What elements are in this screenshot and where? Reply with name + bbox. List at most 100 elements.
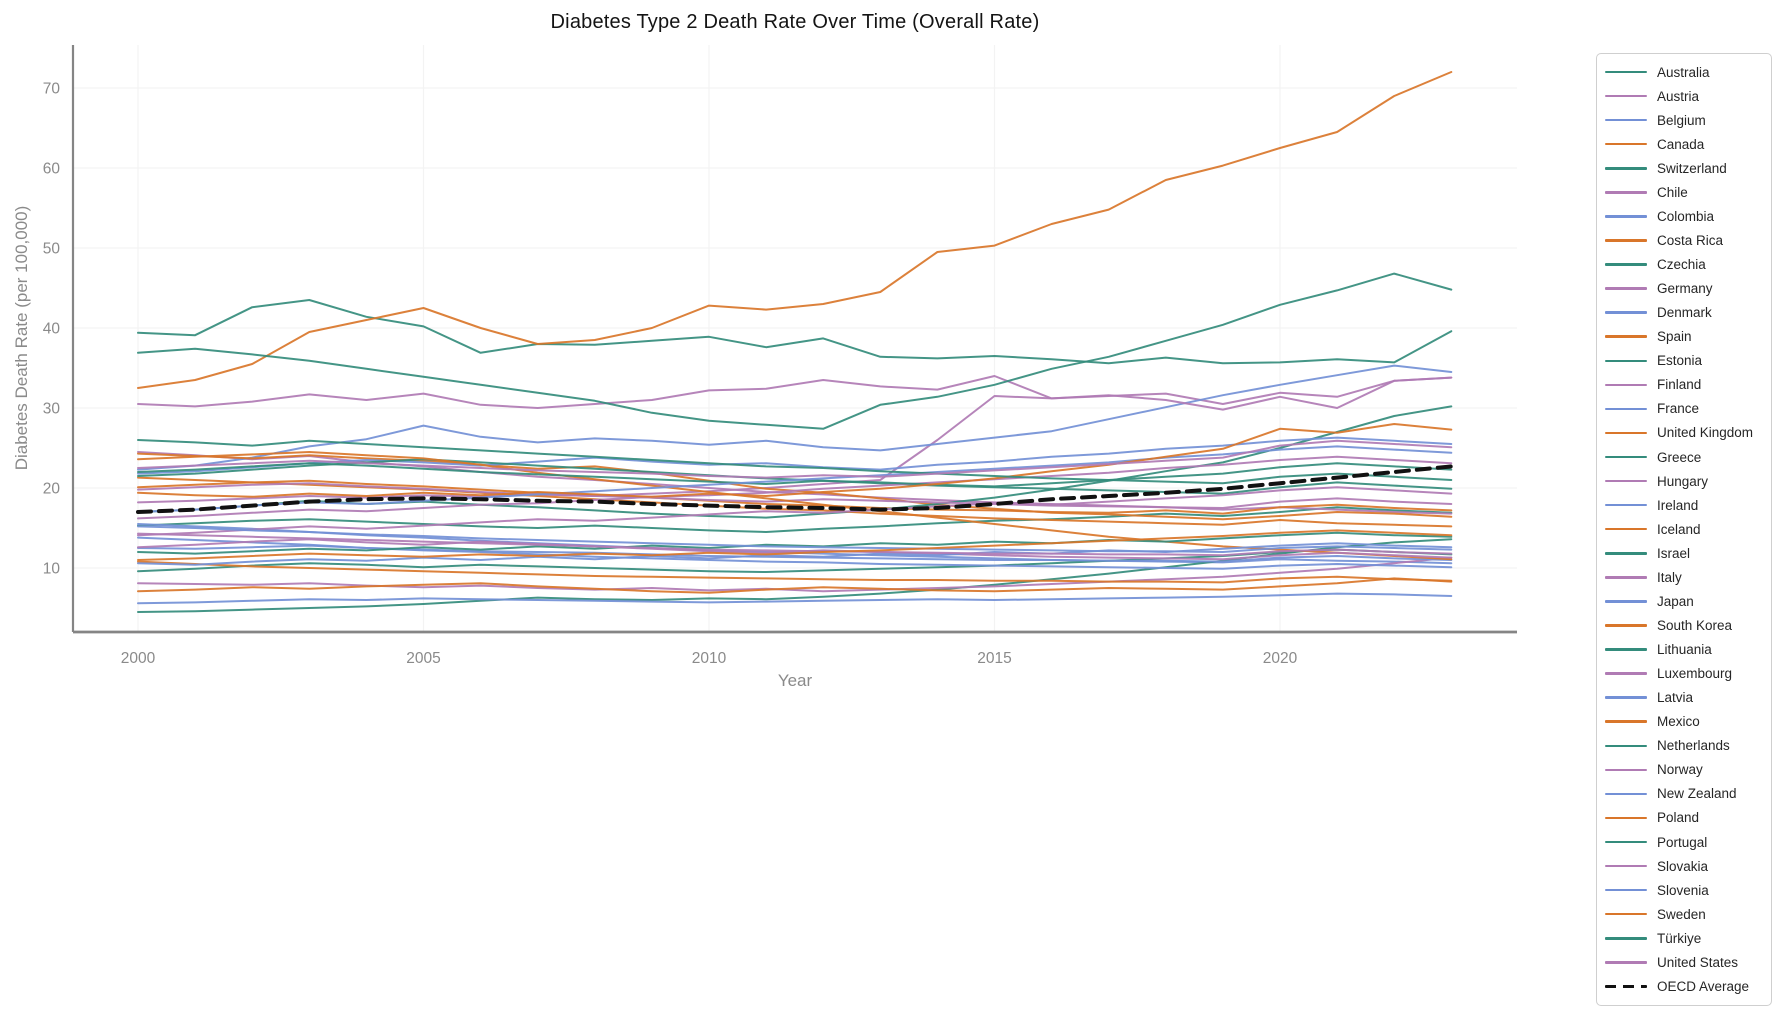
- y-tick-label: 30: [43, 401, 61, 418]
- legend-label: Belgium: [1657, 112, 1706, 128]
- legend-label: OECD Average: [1657, 978, 1750, 994]
- legend-label: Slovakia: [1657, 858, 1709, 874]
- legend-item-czechia: Czechia: [1605, 253, 1771, 277]
- chart-title: Diabetes Type 2 Death Rate Over Time (Ov…: [550, 11, 1040, 33]
- legend-swatch-icon: [1605, 624, 1647, 627]
- series-line-united-kingdom: [137, 560, 1453, 584]
- legend-item-france: France: [1605, 397, 1771, 421]
- legend-item-türkiye: Türkiye: [1605, 926, 1771, 950]
- legend-item-south-korea: South Korea: [1605, 613, 1771, 637]
- series-line-sweden: [137, 529, 1453, 561]
- legend-label: Estonia: [1657, 353, 1703, 369]
- legend-label: Lithuania: [1657, 642, 1712, 658]
- legend-swatch-icon: [1605, 287, 1647, 290]
- series-line-colombia: [137, 364, 1453, 471]
- series-line-lithuania: [137, 531, 1453, 555]
- x-tick-label: 2005: [406, 650, 440, 667]
- legend-swatch-icon: [1605, 720, 1647, 723]
- legend-item-belgium: Belgium: [1605, 108, 1771, 132]
- x-axis-label: Year: [777, 671, 813, 690]
- legend-label: Austria: [1657, 88, 1700, 104]
- legend-swatch-icon: [1605, 94, 1647, 98]
- legend-label: France: [1657, 401, 1700, 417]
- legend-swatch-icon: [1605, 311, 1647, 314]
- legend-item-slovakia: Slovakia: [1605, 854, 1771, 878]
- series-line-australia: [137, 506, 1453, 533]
- series-line-israel: [137, 299, 1453, 365]
- legend-swatch-icon: [1605, 552, 1647, 555]
- legend-item-oecd-average: OECD Average: [1605, 974, 1771, 998]
- legend-label: Türkiye: [1657, 930, 1702, 946]
- legend-swatch-icon: [1605, 118, 1647, 122]
- legend-item-netherlands: Netherlands: [1605, 734, 1771, 758]
- legend-label: Portugal: [1657, 834, 1708, 850]
- series-line-new-zealand: [137, 445, 1453, 513]
- legend-label: South Korea: [1657, 617, 1733, 633]
- legend-swatch-icon: [1605, 744, 1647, 748]
- legend-label: Iceland: [1657, 521, 1701, 537]
- legend-label: United Kingdom: [1657, 425, 1754, 441]
- legend-item-italy: Italy: [1605, 565, 1771, 589]
- series-line-italy: [137, 482, 1453, 509]
- legend-label: United States: [1657, 954, 1739, 970]
- legend-label: Israel: [1657, 545, 1691, 561]
- legend-label: Mexico: [1657, 714, 1700, 730]
- legend: Australia Austria Belgium Canada Switzerland…: [1596, 53, 1772, 1006]
- y-tick-label: 60: [43, 161, 61, 178]
- series-line-canada: [137, 479, 1453, 515]
- series-line-germany: [137, 375, 1453, 411]
- legend-label: Hungary: [1657, 473, 1709, 489]
- legend-label: Norway: [1657, 762, 1703, 778]
- legend-label: Greece: [1657, 449, 1702, 465]
- legend-item-finland: Finland: [1605, 373, 1771, 397]
- legend-swatch-icon: [1605, 263, 1647, 266]
- series-line-iceland: [137, 577, 1453, 594]
- legend-swatch-icon: [1605, 792, 1647, 796]
- series-line-united-states: [137, 439, 1453, 479]
- legend-item-australia: Australia: [1605, 60, 1771, 84]
- legend-swatch-icon: [1605, 961, 1647, 964]
- series-line-south-korea: [137, 451, 1453, 561]
- y-tick-label: 40: [43, 321, 61, 338]
- series-line-japan: [137, 592, 1453, 605]
- legend-swatch-icon: [1605, 768, 1647, 772]
- legend-item-new-zealand: New Zealand: [1605, 782, 1771, 806]
- y-tick-label: 50: [43, 241, 61, 258]
- x-tick-label: 2020: [1263, 650, 1298, 667]
- legend-swatch-icon: [1605, 672, 1647, 675]
- legend-swatch-icon: [1605, 335, 1647, 338]
- series-line-estonia: [137, 538, 1453, 613]
- legend-swatch-icon: [1605, 383, 1647, 387]
- legend-swatch-icon: [1605, 503, 1647, 507]
- legend-label: Finland: [1657, 377, 1702, 393]
- legend-label: Switzerland: [1657, 160, 1727, 176]
- legend-swatch-icon: [1605, 937, 1647, 940]
- series-line-türkiye: [137, 272, 1453, 430]
- series-line-hungary: [137, 455, 1453, 520]
- legend-swatch-icon: [1605, 455, 1647, 459]
- legend-swatch-icon: [1605, 816, 1647, 820]
- legend-swatch-icon: [1605, 984, 1647, 989]
- series-line-portugal: [137, 439, 1453, 485]
- series-line-norway: [137, 532, 1453, 557]
- legend-item-united-states: United States: [1605, 950, 1771, 974]
- legend-label: Germany: [1657, 281, 1713, 297]
- legend-item-luxembourg: Luxembourg: [1605, 662, 1771, 686]
- legend-item-sweden: Sweden: [1605, 902, 1771, 926]
- legend-swatch-icon: [1605, 864, 1647, 868]
- legend-label: Latvia: [1657, 690, 1694, 706]
- legend-swatch-icon: [1605, 431, 1647, 435]
- y-tick-label: 70: [43, 81, 61, 98]
- legend-swatch-icon: [1605, 888, 1647, 892]
- legend-label: Denmark: [1657, 305, 1712, 321]
- legend-item-ireland: Ireland: [1605, 493, 1771, 517]
- series-line-latvia: [137, 542, 1453, 566]
- legend-swatch-icon: [1605, 527, 1647, 531]
- legend-label: Australia: [1657, 64, 1710, 80]
- legend-item-germany: Germany: [1605, 277, 1771, 301]
- legend-label: Costa Rica: [1657, 232, 1724, 248]
- legend-label: Luxembourg: [1657, 666, 1733, 682]
- series-line-slovakia: [137, 486, 1453, 537]
- legend-item-portugal: Portugal: [1605, 830, 1771, 854]
